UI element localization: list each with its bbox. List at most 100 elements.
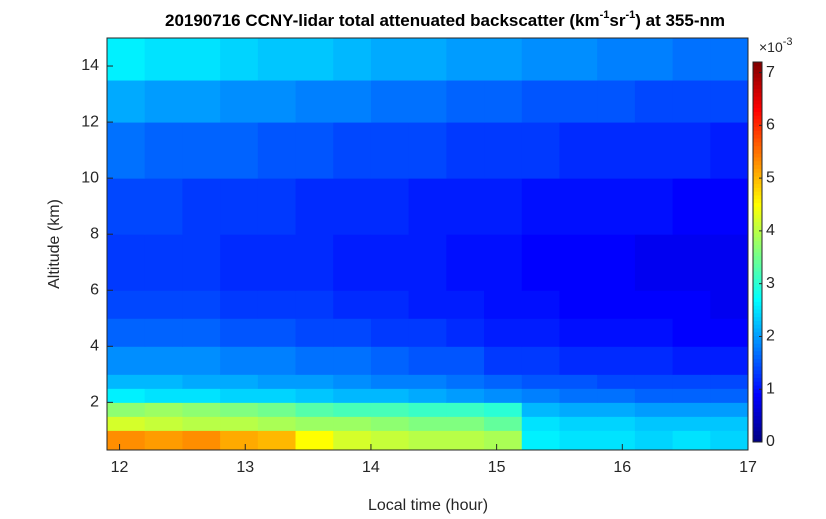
- heatmap-cell: [370, 346, 410, 375]
- heatmap-cell: [220, 290, 259, 319]
- y-axis-label: Altitude (km): [46, 199, 63, 289]
- heatmap-cell: [370, 122, 410, 179]
- heatmap-cell: [107, 416, 146, 431]
- colorbar-segment: [753, 252, 762, 257]
- colorbar-segment: [753, 229, 762, 234]
- heatmap-cell: [220, 38, 259, 81]
- heatmap-cell: [559, 346, 598, 375]
- colorbar-segment: [753, 141, 762, 147]
- colorbar-segment: [753, 312, 762, 318]
- multiplier-base: ×10: [759, 39, 783, 55]
- colorbar-tick-label: 2: [766, 328, 775, 345]
- heatmap-cell: [710, 318, 749, 347]
- colorbar-segment: [753, 343, 762, 348]
- heatmap-cell: [295, 346, 334, 375]
- x-tick-label: 17: [739, 459, 757, 476]
- heatmap-cell: [333, 290, 372, 319]
- heatmap-cell: [107, 38, 146, 81]
- heatmap-cell: [333, 430, 372, 451]
- heatmap-cell: [144, 346, 183, 375]
- colorbar-segment: [753, 179, 762, 185]
- heatmap-cell: [370, 430, 410, 451]
- heatmap-cell: [257, 374, 297, 389]
- colorbar-segment: [753, 423, 762, 428]
- heatmap-cell: [672, 430, 711, 451]
- heatmap-cell: [144, 388, 183, 403]
- heatmap-cell: [220, 402, 259, 417]
- heatmap-cell: [408, 346, 447, 375]
- heatmap-cell: [446, 234, 485, 291]
- colorbar-segment: [753, 320, 762, 325]
- heatmap-cell: [257, 178, 297, 235]
- heatmap-cell: [521, 388, 560, 403]
- colorbar-segment: [753, 434, 762, 439]
- heatmap-cell: [446, 318, 485, 347]
- heatmap-cell: [295, 38, 334, 81]
- heatmap-cell: [408, 388, 447, 403]
- colorbar-segment: [753, 385, 762, 390]
- heatmap-cell: [370, 290, 410, 319]
- heatmap-cell: [295, 80, 334, 123]
- colorbar-segment: [753, 316, 762, 321]
- heatmap-cell: [107, 388, 146, 403]
- colorbar-segment: [753, 419, 762, 424]
- heatmap-cell: [634, 318, 674, 347]
- heatmap-cell: [144, 234, 183, 291]
- colorbar-tick-label: 0: [766, 433, 775, 450]
- y-tick-label: 4: [90, 338, 99, 355]
- colorbar-segment: [753, 286, 762, 291]
- colorbar-segment: [753, 335, 762, 340]
- heatmap-cell: [408, 402, 447, 417]
- colorbar-segment: [753, 377, 762, 382]
- heatmap-cell: [220, 122, 259, 179]
- heatmap-cell: [333, 318, 372, 347]
- heatmap-cell: [710, 234, 749, 291]
- heatmap-cell: [408, 178, 447, 235]
- heatmap-cell: [333, 80, 372, 123]
- title-part: sr: [609, 11, 625, 30]
- colorbar-segment: [753, 81, 762, 86]
- colorbar-segment: [753, 236, 762, 242]
- colorbar-segment: [753, 255, 762, 261]
- colorbar-segment: [753, 111, 762, 116]
- heatmap-cell: [559, 374, 598, 389]
- heatmap-cell: [559, 388, 598, 403]
- heatmap-cell: [144, 318, 183, 347]
- heatmap-cell: [220, 346, 259, 375]
- heatmap-cell: [408, 122, 447, 179]
- heatmap-cell: [672, 178, 711, 235]
- x-tick-label: 13: [236, 459, 254, 476]
- heatmap-cell: [634, 430, 674, 451]
- colorbar-segment: [753, 366, 762, 371]
- heatmap-cell: [710, 178, 749, 235]
- heatmap-cell: [144, 122, 183, 179]
- colorbar-segment: [753, 415, 762, 420]
- colorbar-segment: [753, 214, 762, 219]
- colorbar-segment: [753, 96, 762, 101]
- heatmap-cell: [144, 402, 183, 417]
- heatmap-cell: [182, 234, 221, 291]
- heatmap-cell: [370, 80, 410, 123]
- heatmap-cell: [220, 178, 259, 235]
- colorbar-segment: [753, 134, 762, 139]
- title-part: 20190716 CCNY-lidar total attenuated bac…: [165, 11, 600, 30]
- heatmap-cell: [521, 80, 560, 123]
- heatmap-cell: [107, 402, 146, 417]
- heatmap-cell: [672, 346, 711, 375]
- colorbar-segment: [753, 381, 762, 386]
- colorbar-segment: [753, 103, 762, 109]
- heatmap-cell: [446, 374, 485, 389]
- title-sup: -1: [600, 9, 610, 21]
- heatmap-cell: [597, 430, 636, 451]
- heatmap-cell: [559, 290, 598, 319]
- heatmap-cell: [672, 38, 711, 81]
- colorbar-segment: [753, 88, 762, 93]
- colorbar-segment: [753, 92, 762, 97]
- colorbar-segment: [753, 411, 762, 416]
- heatmap-cell: [634, 234, 674, 291]
- heatmap-cell: [672, 402, 711, 417]
- colorbar-segment: [753, 225, 762, 230]
- heatmap-cell: [597, 402, 636, 417]
- heatmap-cell: [710, 430, 749, 451]
- heatmap-cell: [634, 80, 674, 123]
